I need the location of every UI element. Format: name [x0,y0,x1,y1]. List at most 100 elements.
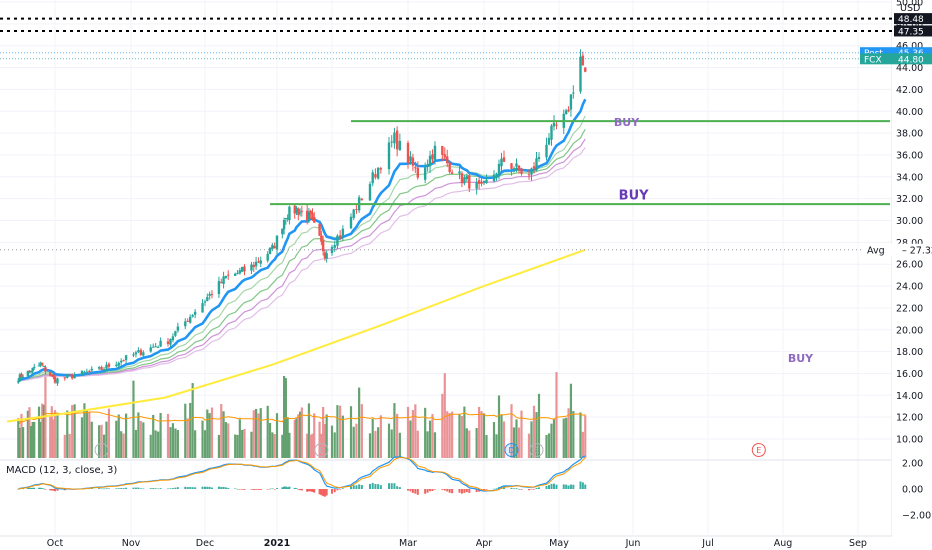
macd-histogram-bar [269,488,272,490]
candle-body [119,360,123,363]
candle-body [174,331,177,336]
macd-histogram-bar [431,489,434,491]
earnings-marker [529,443,544,457]
macd-histogram-bar [107,488,110,490]
candle-body [500,158,503,167]
candle-body [271,244,274,250]
macd-histogram-bar [429,489,432,492]
candle-body [309,210,312,214]
volume-bar [448,412,451,458]
macd-histogram-bar [545,486,548,489]
volume-bar [132,380,135,458]
volume-bar [29,426,33,458]
volume-bar [428,420,432,458]
volume-bar [465,428,468,458]
candle-body [300,210,304,212]
candle-body [42,366,46,368]
candle-body [137,350,140,353]
price-tick-label: 32.00 [896,194,923,205]
macd-histogram-bar [204,486,206,489]
price-axis[interactable]: 10.00 12.00 14.00 16.00 18.00 20.00 22.00 24.00… [860,0,932,550]
volume-bar [443,373,446,458]
macd-histogram-bar [149,488,152,489]
time-tick-label: May [549,538,569,549]
volume-bar [169,427,172,458]
candle-body [142,352,145,356]
volume-bar [28,407,31,458]
volume-bar [309,434,312,458]
volume-bar [166,413,170,458]
price-tick-label: 16.00 [896,369,923,380]
volume-bar [90,421,93,458]
macd-histogram-bar [331,489,333,494]
ema-ribbon-line [18,147,586,382]
volume-bar [330,425,334,458]
candle-body [238,270,242,274]
time-tick-label: Oct [47,538,64,549]
macd-histogram-bar [416,489,419,495]
macd-histogram-bar [448,489,451,493]
event-marker-label: E [319,446,324,455]
macd-histogram-bar [39,487,42,489]
candle-body [325,253,328,259]
macd-histogram-bar [17,489,20,490]
time-axis[interactable]: Oct Nov Dec 2021 Mar Apr May Jun Jul Aug Sep [47,538,867,549]
volume-bar [191,383,194,458]
candle-body [355,209,358,211]
level-tag-value: 48.48 [898,15,924,25]
support-lines[interactable] [270,120,890,206]
candle-body [149,347,152,352]
price-axis-bg [892,0,932,550]
candle-body [376,167,380,179]
candle-body [293,205,296,214]
volume-bar [224,422,228,458]
volume-bar [311,433,314,458]
candle-body [41,362,44,366]
candle-body [122,360,125,362]
macd-histogram-bar [117,488,120,489]
macd-histogram-bar [548,485,550,489]
volume-bar [349,406,353,458]
volume-bar [355,423,358,458]
macd-histogram-bar [443,489,446,491]
level-tag-value: 47.35 [898,27,924,37]
candle-body [224,276,228,278]
candle-body [166,341,170,344]
candle-body [85,371,89,373]
macd-histogram-bar [255,489,258,490]
candle-body [49,372,52,376]
macd-histogram-bar [311,489,314,492]
price-tick-label: 34.00 [896,172,923,183]
volume-bar [500,414,503,458]
volume-bar [532,405,536,458]
candle-body [321,240,325,252]
candle-body [333,245,336,248]
candles [17,49,587,386]
volume-bar [393,403,396,458]
volume-average-line [17,411,586,425]
time-tick-label: 2021 [264,538,290,549]
candle-body [102,369,106,371]
volume-bar [537,393,541,458]
volume-bar [254,408,258,458]
volume-bar [458,414,461,458]
volume-bar [409,420,412,458]
candle-body [107,363,111,367]
price-tag-value: 44.80 [898,55,924,65]
candle-body [426,164,429,168]
price-tick-label: 48.00 [896,19,923,30]
price-tick-label: 36.00 [896,150,923,161]
candle-body [250,264,253,271]
macd-histogram-bar [194,487,197,489]
macd-histogram-bar [495,488,498,489]
macd-histogram-bar [241,489,244,490]
macd-histogram-bar [217,486,220,489]
candle-body [252,264,255,268]
avg-tag-bg [864,243,932,256]
macd-histogram-bar [483,489,485,491]
macd-histogram-bar [565,484,568,489]
volume-bar [424,407,427,458]
price-tick-label: 18.00 [896,347,923,358]
